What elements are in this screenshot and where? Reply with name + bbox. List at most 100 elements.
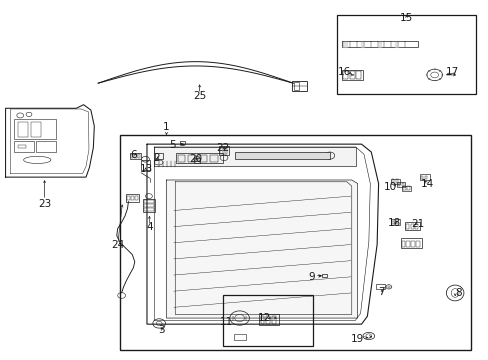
Text: 19: 19 — [350, 333, 363, 343]
Bar — [266, 316, 270, 324]
Bar — [401, 240, 404, 247]
Bar — [294, 82, 299, 90]
Text: 7: 7 — [377, 287, 384, 297]
Bar — [120, 135, 470, 350]
Bar — [402, 186, 410, 191]
Bar — [155, 153, 162, 159]
Bar — [14, 140, 34, 152]
Text: 14: 14 — [420, 179, 433, 189]
Bar — [292, 81, 306, 91]
Bar — [176, 153, 222, 163]
Bar — [414, 224, 417, 229]
Bar — [400, 238, 422, 248]
Text: 11: 11 — [219, 317, 232, 327]
Bar — [209, 154, 217, 162]
Bar — [336, 15, 475, 94]
Text: 4: 4 — [146, 222, 152, 231]
Bar — [424, 176, 427, 179]
Bar — [222, 296, 312, 346]
Bar — [220, 148, 223, 154]
Bar — [224, 148, 227, 154]
Bar — [390, 220, 399, 225]
Polygon shape — [154, 147, 355, 166]
Bar — [415, 240, 419, 247]
Bar — [127, 196, 130, 201]
Bar — [141, 160, 150, 170]
Text: 3: 3 — [158, 325, 164, 335]
Bar — [391, 179, 393, 183]
Text: 8: 8 — [455, 288, 462, 298]
Bar — [410, 240, 414, 247]
Bar — [177, 154, 185, 162]
Text: 9: 9 — [308, 272, 315, 282]
Text: 5: 5 — [169, 140, 176, 150]
Bar — [138, 154, 140, 158]
Bar — [18, 122, 27, 136]
Polygon shape — [5, 105, 94, 177]
Text: 22: 22 — [216, 143, 229, 153]
Text: 10: 10 — [384, 182, 397, 192]
Bar — [397, 183, 399, 186]
Bar — [130, 153, 141, 159]
Bar — [349, 71, 354, 79]
Bar — [406, 240, 409, 247]
Bar — [343, 71, 347, 79]
Polygon shape — [394, 41, 397, 46]
Bar — [395, 179, 397, 183]
Bar — [31, 122, 41, 136]
Text: 1: 1 — [163, 122, 169, 132]
Bar — [131, 196, 134, 201]
Text: 2: 2 — [153, 153, 160, 163]
Bar — [401, 183, 403, 186]
Bar — [391, 221, 393, 224]
Bar — [395, 221, 397, 224]
Bar — [272, 316, 276, 324]
Bar — [126, 194, 139, 202]
Text: 25: 25 — [193, 91, 206, 101]
Bar — [321, 274, 327, 277]
Bar — [233, 334, 246, 339]
Text: 13: 13 — [139, 164, 152, 174]
Bar — [144, 208, 154, 211]
Bar — [234, 152, 329, 159]
Bar — [405, 222, 419, 230]
Bar — [410, 224, 413, 229]
Bar — [219, 146, 228, 155]
Bar — [194, 158, 200, 163]
Bar — [134, 154, 137, 158]
Bar — [375, 284, 384, 289]
Bar — [144, 204, 154, 207]
Bar — [144, 200, 154, 203]
Text: 6: 6 — [130, 150, 137, 160]
Bar — [407, 186, 409, 190]
Text: 23: 23 — [38, 199, 51, 209]
Bar — [355, 71, 360, 79]
Bar — [390, 179, 399, 184]
Bar — [180, 141, 184, 144]
Text: 12: 12 — [258, 313, 271, 323]
Bar — [396, 182, 405, 187]
Polygon shape — [360, 41, 363, 46]
Polygon shape — [147, 144, 378, 324]
Bar — [341, 41, 417, 47]
Polygon shape — [343, 41, 346, 46]
Bar — [420, 176, 423, 179]
Bar — [36, 140, 56, 152]
Text: 18: 18 — [387, 218, 401, 228]
Text: 17: 17 — [445, 67, 458, 77]
Bar — [259, 314, 278, 325]
Text: 24: 24 — [111, 240, 124, 250]
Bar — [406, 224, 408, 229]
Text: 15: 15 — [399, 13, 412, 23]
Bar — [403, 186, 405, 190]
Bar — [143, 199, 155, 212]
Polygon shape — [166, 180, 357, 318]
Text: 21: 21 — [410, 219, 424, 229]
Bar — [135, 196, 138, 201]
Bar — [341, 69, 362, 80]
Bar — [18, 145, 25, 148]
Bar — [419, 174, 429, 180]
Polygon shape — [377, 41, 380, 46]
Bar — [260, 316, 264, 324]
Bar — [131, 154, 133, 158]
